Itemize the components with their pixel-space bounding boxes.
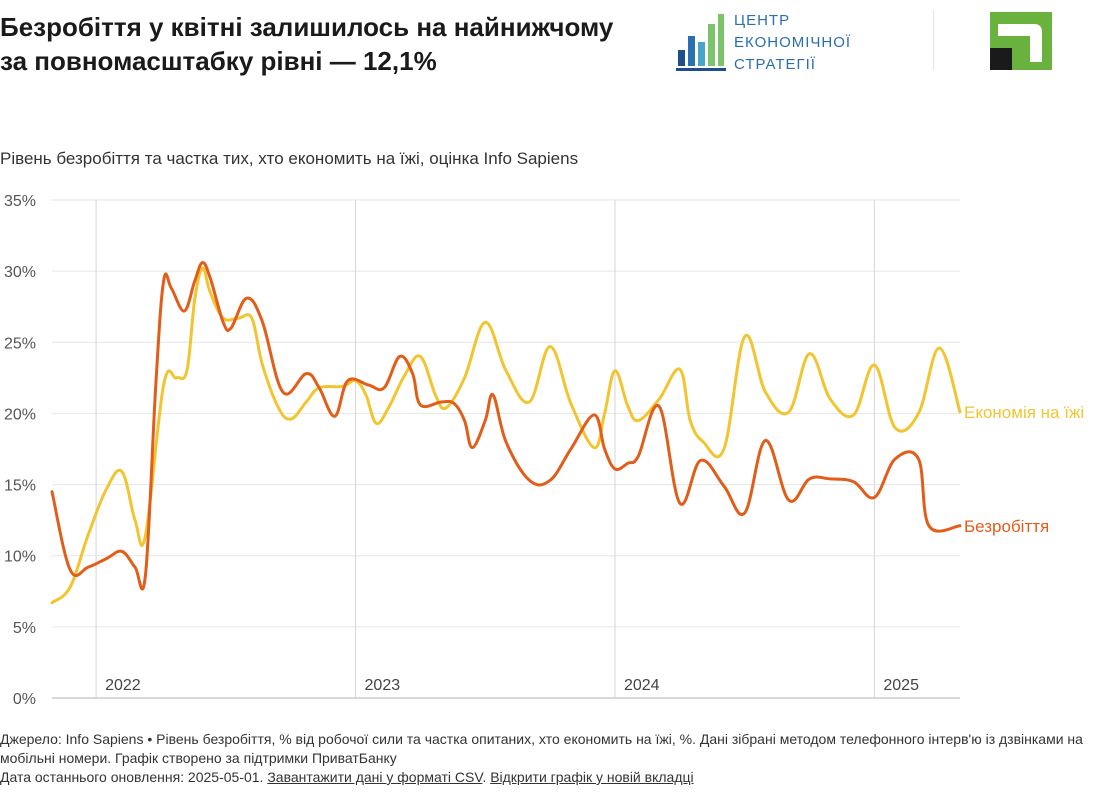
privatbank-white-mark xyxy=(998,24,1042,62)
logo-text: ЦЕНТР ЕКОНОМІЧНОЇ СТРАТЕГІЇ xyxy=(734,10,851,76)
series-line-unemployment xyxy=(50,261,962,591)
logo-bar xyxy=(708,24,715,66)
line-chart: 2022 2023 2024 2025 0%5%10%15%20%25%30%35% … xyxy=(4,193,1084,708)
series-label-unemployment: Безробіття xyxy=(964,517,1049,536)
logo-divider xyxy=(933,10,934,70)
bar-chart-icon xyxy=(676,14,726,71)
y-tick-label: 5% xyxy=(13,620,36,637)
chart-title: Безробіття у квітні залишилось на найниж… xyxy=(0,12,614,76)
logo-line: СТРАТЕГІЇ xyxy=(734,56,816,73)
x-tick-label: 2024 xyxy=(624,677,660,694)
y-axis: 0% 5% 10% 15% 20% 25% 30% 35% xyxy=(4,193,36,708)
last-updated: Дата останнього оновлення: 2025-05-01. xyxy=(0,769,264,785)
grid xyxy=(52,199,960,699)
separator: . xyxy=(482,769,491,785)
x-tick-label: 2022 xyxy=(105,677,141,694)
series-lines xyxy=(50,261,962,605)
y-tick-label: 25% xyxy=(4,335,36,352)
series-line-food-saving xyxy=(50,266,962,605)
open-chart-link[interactable]: Відкрити графік у новій вкладці xyxy=(490,769,694,785)
y-tick-label: 35% xyxy=(4,193,36,210)
y-tick-label: 20% xyxy=(4,406,36,423)
x-tick-label: 2023 xyxy=(365,677,401,694)
source-note: Джерело: Info Sapiens • Рівень безробітт… xyxy=(0,731,1083,766)
logo-bar xyxy=(698,42,705,66)
y-tick-label: 15% xyxy=(4,478,36,495)
y-tick-label: 0% xyxy=(13,691,36,708)
y-tick-label: 30% xyxy=(4,264,36,281)
logo-baseline xyxy=(676,68,726,71)
download-csv-link[interactable]: Завантажити дані у форматі CSV xyxy=(267,769,483,785)
logo-bar xyxy=(688,36,695,66)
y-tick-label: 10% xyxy=(4,549,36,566)
update-line: Дата останнього оновлення: 2025-05-01. З… xyxy=(0,768,1100,787)
logo-line: ЦЕНТР xyxy=(734,12,791,29)
series-labels: Економія на їжі Безробіття xyxy=(964,403,1084,536)
logo-bar xyxy=(678,50,685,66)
x-tick-label: 2025 xyxy=(883,677,919,694)
centre-economic-strategy-logo: ЦЕНТР ЕКОНОМІЧНОЇ СТРАТЕГІЇ xyxy=(676,8,896,78)
series-label-food-saving: Економія на їжі xyxy=(964,403,1084,422)
chart-subtitle: Рівень безробіття та частка тих, хто еко… xyxy=(0,149,579,168)
chart-footer: Джерело: Info Sapiens • Рівень безробітт… xyxy=(0,730,1100,787)
logo-bar xyxy=(718,14,724,66)
logo-line: ЕКОНОМІЧНОЇ xyxy=(734,34,852,51)
privatbank-logo xyxy=(990,12,1052,70)
privatbank-black-square xyxy=(990,48,1012,70)
x-axis: 2022 2023 2024 2025 xyxy=(105,677,919,694)
